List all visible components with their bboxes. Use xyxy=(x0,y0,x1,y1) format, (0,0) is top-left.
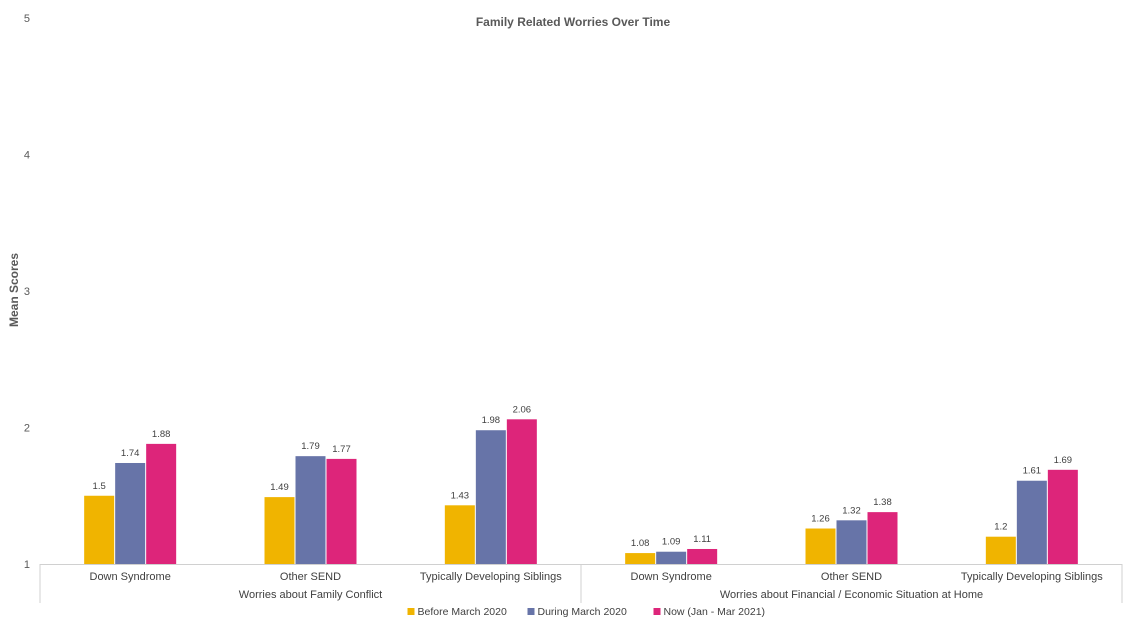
category-label: Down Syndrome xyxy=(90,571,171,583)
legend-swatch xyxy=(653,608,661,615)
data-label: 1.79 xyxy=(301,441,320,452)
bar xyxy=(656,551,687,564)
data-label: 1.11 xyxy=(693,534,711,545)
group-labels: Worries about Family Conflict Worries abo… xyxy=(39,564,1123,603)
data-label: 1.69 xyxy=(1054,455,1073,466)
data-label: 1.88 xyxy=(152,429,171,440)
bar xyxy=(1047,469,1078,564)
bar xyxy=(687,548,718,564)
bar xyxy=(805,528,836,564)
category-label: Down Syndrome xyxy=(631,571,712,583)
category-labels: Down Syndrome Other SEND Typically Develop… xyxy=(90,571,1104,583)
legend-swatch xyxy=(407,608,415,615)
y-tick-label: 3 xyxy=(24,286,30,298)
bar xyxy=(115,462,146,564)
y-tick-label: 1 xyxy=(24,559,30,571)
data-label: 1.5 xyxy=(93,481,106,492)
bar xyxy=(625,553,656,564)
bar xyxy=(836,520,867,564)
data-label: 2.06 xyxy=(513,404,532,415)
legend-label: Before March 2020 xyxy=(418,606,507,618)
bar xyxy=(295,456,326,564)
bars xyxy=(84,419,1078,564)
chart-title: Family Related Worries Over Time xyxy=(476,15,671,29)
data-label: 1.43 xyxy=(451,490,470,501)
data-label: 1.26 xyxy=(811,514,830,525)
data-label: 1.77 xyxy=(332,444,351,455)
data-label: 1.09 xyxy=(662,537,681,548)
y-axis-ticks: 1 2 3 4 5 xyxy=(24,13,30,571)
bar xyxy=(326,458,357,564)
category-label: Typically Developing Siblings xyxy=(420,571,562,583)
category-label: Other SEND xyxy=(821,571,882,583)
bar xyxy=(867,512,898,564)
data-label: 1.74 xyxy=(121,448,140,459)
data-label: 1.08 xyxy=(631,538,650,549)
y-tick-label: 4 xyxy=(24,150,30,162)
bar xyxy=(985,536,1016,564)
legend: Before March 2020 During March 2020 Now (J… xyxy=(407,606,766,618)
data-label: 1.32 xyxy=(842,505,861,516)
bar xyxy=(506,419,537,564)
group-label: Worries about Financial / Economic Situa… xyxy=(720,589,983,601)
legend-swatch xyxy=(527,608,535,615)
data-label: 1.2 xyxy=(994,522,1007,533)
bar xyxy=(264,497,295,564)
y-tick-label: 5 xyxy=(24,13,30,25)
category-label: Typically Developing Siblings xyxy=(961,571,1103,583)
category-label: Other SEND xyxy=(280,571,341,583)
data-label: 1.61 xyxy=(1023,466,1042,477)
bar xyxy=(1016,480,1047,564)
y-axis-label: Mean Scores xyxy=(7,253,21,327)
data-label: 1.49 xyxy=(270,482,289,493)
group-label: Worries about Family Conflict xyxy=(239,589,382,601)
bar xyxy=(146,443,177,564)
bar xyxy=(475,430,506,564)
bar xyxy=(84,495,115,564)
data-labels: 1.5 1.74 1.88 1.49 1.79 1.77 1.43 1.98 2.06 1.08 1… xyxy=(93,404,1073,549)
legend-label: During March 2020 xyxy=(538,606,627,618)
data-label: 1.38 xyxy=(873,497,892,508)
data-label: 1.98 xyxy=(482,415,501,426)
bar xyxy=(444,505,475,564)
y-tick-label: 2 xyxy=(24,423,30,435)
legend-label: Now (Jan - Mar 2021) xyxy=(664,606,766,618)
